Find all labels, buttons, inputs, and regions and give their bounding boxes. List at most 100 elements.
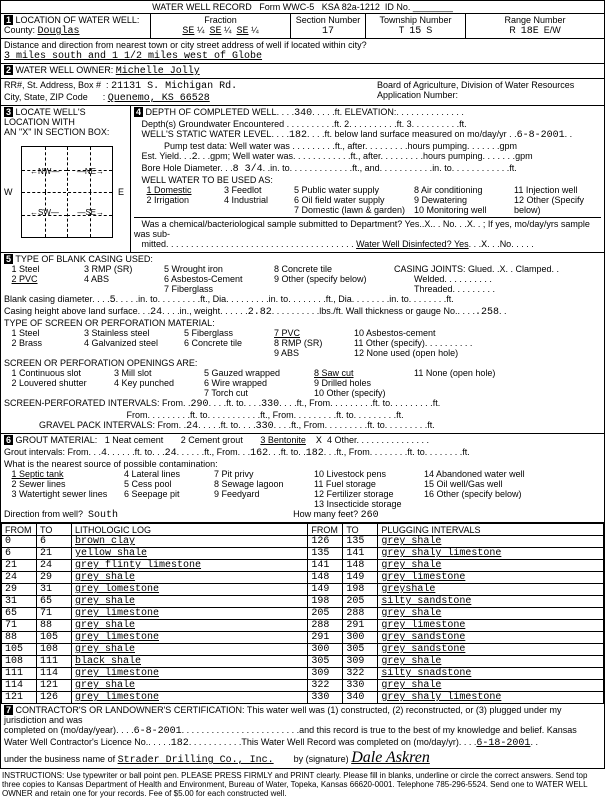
- casing-label: TYPE OF BLANK CASING USED:: [15, 254, 153, 264]
- gravel-to: 330: [256, 421, 274, 432]
- g1: 1 Neat cement: [105, 435, 164, 445]
- c8: 8 Concrete tile: [274, 264, 332, 274]
- use6: 6 Oil field water supply: [294, 195, 385, 205]
- se-label: —SE→: [77, 208, 104, 217]
- s3: 3 Stainless steel: [84, 328, 150, 338]
- table-cell: 149: [308, 584, 343, 596]
- o7: 7 Torch cut: [204, 388, 248, 398]
- section5-row: 5 TYPE OF BLANK CASING USED: 1 Steel 2 P…: [1, 253, 604, 434]
- table-cell: grey limestone: [72, 608, 308, 620]
- table-cell: grey shale: [378, 608, 604, 620]
- o8: 8 Saw cut: [314, 368, 354, 378]
- disinfect-x: X: [481, 240, 487, 251]
- table-cell: 340: [343, 692, 378, 704]
- h-from: FROM: [2, 524, 37, 536]
- s11: 11 Other (specify): [354, 338, 425, 348]
- sect7-num: 7: [4, 705, 13, 715]
- table-cell: black shale: [72, 656, 308, 668]
- table-row: 121126grey limestone330340grey shaly lim…: [2, 692, 604, 704]
- use10: 10 Monitoring well: [414, 205, 487, 215]
- section34-row: 3 LOCATE WELL'S LOCATION WITH AN "X" IN …: [1, 106, 604, 253]
- cert-line2: completed on (mo/day/year): [4, 725, 116, 735]
- section2-row: 2 WATER WELL OWNER: Michelle Jolly: [1, 64, 604, 79]
- lic: 182: [171, 738, 189, 749]
- cn3: 3 Watertight sewer lines: [12, 489, 108, 499]
- table-row: 621yellow shale135141grey shaly limeston…: [2, 548, 604, 560]
- table-cell: 105: [37, 632, 72, 644]
- sect4-num: 4: [134, 107, 143, 117]
- table-row: 7188grey shale288291grey limestone: [2, 620, 604, 632]
- table-cell: grey shale: [72, 572, 308, 584]
- screen-label: TYPE OF SCREEN OR PERFORATION MATERIAL:: [4, 318, 215, 328]
- table-cell: 65: [37, 596, 72, 608]
- addr-label: RR#, St. Address, Box #: [4, 80, 101, 90]
- lic-label: Water Well Contractor's Licence No.: [4, 737, 148, 747]
- table-cell: 126: [308, 536, 343, 548]
- s3-sub: AN "X" IN SECTION BOX:: [4, 127, 109, 137]
- table-cell: 198: [308, 596, 343, 608]
- range: 18E: [521, 26, 539, 37]
- table-cell: 6: [2, 548, 37, 560]
- s8: 8 RMP (SR): [274, 338, 322, 348]
- use4: 4 Industrial: [224, 195, 268, 205]
- cn10: 10 Livestock pens: [314, 469, 386, 479]
- bore-label: Bore Hole Diameter: [142, 163, 221, 173]
- table-cell: 141: [343, 548, 378, 560]
- threaded: Threaded: [414, 284, 453, 294]
- ksa: KSA 82a-1212: [322, 2, 380, 12]
- table-cell: 21: [2, 560, 37, 572]
- use1: 1 Domestic: [147, 185, 192, 195]
- s6: 6 Concrete tile: [184, 338, 242, 348]
- csz-label: City, State, ZIP Code: [4, 92, 88, 102]
- table-cell: grey sandstone: [378, 632, 604, 644]
- open-label: SCREEN OR PERFORATION OPENINGS ARE:: [4, 358, 197, 368]
- o6: 6 Wire wrapped: [204, 378, 267, 388]
- g3: 3 Bentonite: [260, 435, 306, 445]
- se1: SE: [182, 26, 194, 37]
- sect3-num: 3: [4, 107, 13, 117]
- use7: 7 Domestic (lawn & garden): [294, 205, 405, 215]
- gauge: .258: [475, 307, 499, 318]
- table-cell: 330: [308, 692, 343, 704]
- use-label: WELL WATER TO BE USED AS:: [142, 175, 273, 185]
- c2: 2 PVC: [12, 274, 38, 284]
- signature: Dale Askren: [351, 749, 430, 766]
- use3: 3 Feedlot: [224, 185, 262, 195]
- chem: Was a chemical/bacteriological sample su…: [134, 219, 590, 239]
- s3-label: LOCATE WELL'S LOCATION WITH: [4, 107, 86, 127]
- cn5: 5 Cess pool: [124, 479, 172, 489]
- s5: 5 Fiberglass: [184, 328, 233, 338]
- cn16: 16 Other (specify below): [424, 489, 522, 499]
- table-cell: grey lomestone: [72, 584, 308, 596]
- se2: SE: [209, 26, 221, 37]
- form-title: WATER WELL RECORD: [152, 2, 252, 12]
- table-row: 3165grey shale198205silty sandstone: [2, 596, 604, 608]
- table-cell: 114: [2, 680, 37, 692]
- table-row: 2429grey shale148149grey limestone: [2, 572, 604, 584]
- table-row: 06brown clay126135grey shale: [2, 536, 604, 548]
- gi-from2: 162: [250, 448, 268, 459]
- table-cell: grey limestone: [378, 620, 604, 632]
- table-cell: 6: [37, 536, 72, 548]
- h-to: TO: [37, 524, 72, 536]
- table-cell: grey shale: [378, 680, 604, 692]
- table-cell: 0: [2, 536, 37, 548]
- board: Board of Agriculture, Division of Water …: [377, 80, 574, 90]
- s2: 2 Brass: [12, 338, 43, 348]
- table-cell: grey shale: [72, 620, 308, 632]
- c5: 5 Wrought iron: [164, 264, 223, 274]
- csz: Quenemo, KS 66528: [108, 93, 210, 104]
- table-cell: 135: [308, 548, 343, 560]
- disinfect: Water Well Disinfected? Yes: [356, 239, 469, 249]
- section1-row: 1 LOCATION OF WATER WELL:County: Douglas…: [1, 14, 604, 39]
- owner-addr-row: RR#, St. Address, Box # : 21131 S. Michi…: [1, 79, 604, 106]
- table-cell: 71: [37, 608, 72, 620]
- table-cell: 305: [308, 656, 343, 668]
- biz: Strader Drilling Co., Inc.: [118, 755, 274, 766]
- owner-label: WATER WELL OWNER:: [16, 65, 114, 75]
- c3: 3 RMP (SR): [84, 264, 132, 274]
- addr: 21131 S. Michigan Rd.: [111, 81, 237, 92]
- gi-to2: 182: [306, 448, 324, 459]
- table-cell: 24: [2, 572, 37, 584]
- table-cell: grey shale: [378, 560, 604, 572]
